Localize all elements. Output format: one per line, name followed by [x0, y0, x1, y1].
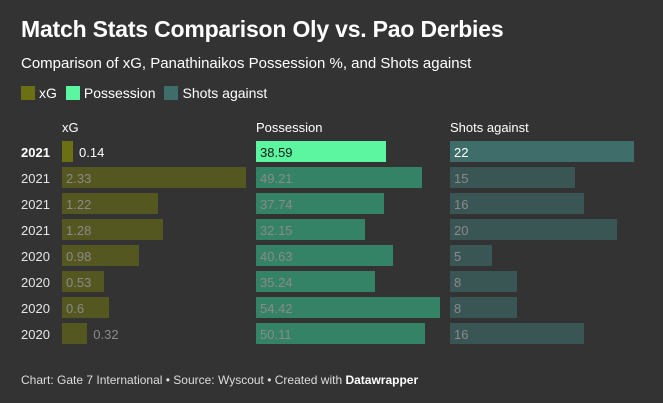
bar-shots-against	[450, 219, 618, 240]
chart-title: Match Stats Comparison Oly vs. Pao Derbi…	[21, 16, 504, 42]
row-label: 2021	[21, 171, 50, 186]
row-label: 2020	[21, 275, 50, 290]
bar-shots-against	[450, 193, 584, 214]
bar-value-xg: 0.6	[66, 301, 85, 316]
row-label: 2021	[21, 145, 50, 160]
bar-value-xg: 0.32	[93, 327, 119, 342]
bar-possession	[256, 193, 384, 214]
bar-shots-against	[450, 271, 517, 292]
bar-value-xg: 1.22	[66, 197, 92, 212]
legend-label-xg: xG	[39, 85, 57, 101]
bar-value-shots-against: 5	[454, 249, 462, 264]
bar-possession	[256, 167, 423, 188]
bar-value-possession: 35.24	[260, 275, 293, 290]
column-header-shots-against: Shots against	[450, 120, 529, 135]
bar-value-shots-against: 16	[454, 327, 469, 342]
bar-value-possession: 49.21	[260, 171, 293, 186]
bar-possession	[256, 271, 376, 292]
bar-value-shots-against: 8	[454, 275, 462, 290]
row-label: 2020	[21, 301, 50, 316]
bar-value-xg: 2.33	[66, 171, 92, 186]
bar-value-xg: 1.28	[66, 223, 92, 238]
bar-value-possession: 54.42	[260, 301, 293, 316]
legend-swatch-shots-against	[164, 86, 179, 100]
footer-credits: Chart: Gate 7 International • Source: Wy…	[21, 373, 346, 387]
legend: xG Possession Shots against	[21, 85, 276, 101]
bar-xg	[62, 193, 159, 214]
bar-value-possession: 38.59	[260, 145, 293, 160]
bar-xg	[62, 219, 164, 240]
bar-shots-against	[450, 141, 634, 162]
legend-label-possession: Possession	[83, 85, 156, 101]
row-label: 2020	[21, 249, 50, 264]
bar-possession	[256, 323, 426, 344]
legend-label-shots-against: Shots against	[182, 85, 268, 101]
column-header-xg: xG	[62, 120, 79, 135]
legend-item-possession: Possession	[65, 85, 156, 101]
bar-possession	[256, 245, 394, 266]
footer-brand: Datawrapper	[345, 373, 419, 387]
bar-value-possession: 40.63	[260, 249, 293, 264]
bar-xg	[62, 271, 104, 292]
bar-value-possession: 32.15	[260, 223, 293, 238]
bar-xg	[62, 297, 110, 318]
row-label: 2020	[21, 327, 50, 342]
bar-shots-against	[450, 245, 492, 266]
bar-value-xg: 0.14	[79, 145, 105, 160]
bar-possession	[256, 297, 440, 318]
bar-value-shots-against: 15	[454, 171, 469, 186]
legend-swatch-possession	[65, 86, 80, 100]
bar-xg	[62, 245, 140, 266]
bar-shots-against	[450, 297, 517, 318]
row-label: 2021	[21, 197, 50, 212]
bar-xg	[62, 167, 246, 188]
bar-value-xg: 0.53	[66, 275, 92, 290]
bar-value-possession: 50.11	[260, 327, 292, 342]
chart-subtitle: Comparison of xG, Panathinaikos Possessi…	[21, 55, 472, 72]
row-label: 2021	[21, 223, 50, 238]
bar-shots-against	[450, 167, 576, 188]
bar-possession	[256, 141, 387, 162]
bar-value-shots-against: 8	[454, 301, 462, 316]
bar-xg	[62, 323, 88, 344]
legend-item-xg: xG	[21, 85, 57, 101]
legend-item-shots-against: Shots against	[164, 85, 267, 101]
bar-possession	[256, 219, 365, 240]
bar-value-shots-against: 16	[454, 197, 469, 212]
bar-xg	[62, 141, 74, 162]
legend-swatch-xg	[21, 86, 35, 100]
bar-value-possession: 37.74	[260, 197, 293, 212]
bar-value-shots-against: 22	[454, 145, 469, 160]
chart-footer: Chart: Gate 7 International • Source: Wy…	[21, 373, 418, 387]
column-header-possession: Possession	[256, 120, 323, 135]
bar-value-shots-against: 20	[454, 223, 469, 238]
bar-value-xg: 0.98	[66, 249, 92, 264]
bar-shots-against	[450, 323, 584, 344]
